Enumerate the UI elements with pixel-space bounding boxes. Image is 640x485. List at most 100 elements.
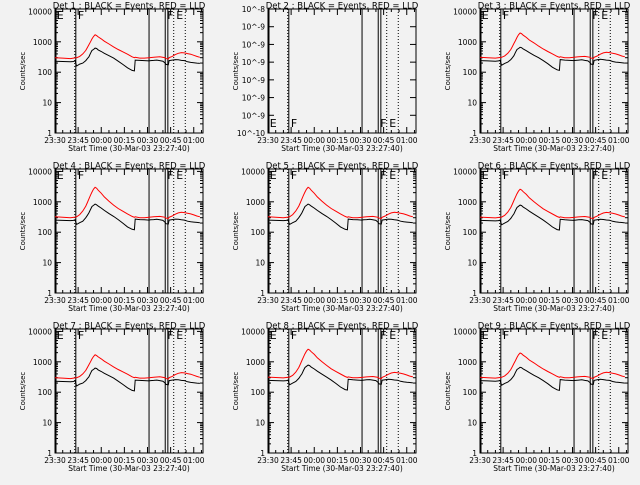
panel-title: Det 4 : BLACK = Events, RED = LLD bbox=[53, 162, 206, 172]
y-tick-label: 10 bbox=[42, 99, 52, 108]
series-line-events bbox=[54, 47, 200, 72]
x-tick-label: 23:30 bbox=[469, 456, 491, 465]
panel-title: Det 1 : BLACK = Events, RED = LLD bbox=[53, 2, 206, 12]
x-tick-label: 00:15 bbox=[327, 136, 349, 145]
y-tick-label: 10 bbox=[255, 259, 265, 268]
interval-marker: F bbox=[167, 329, 173, 342]
y-tick-label: 10^-9 bbox=[242, 58, 266, 67]
y-tick-label: 1000 bbox=[33, 198, 52, 207]
series-line-lld bbox=[479, 352, 626, 380]
y-tick-label: 10000 bbox=[453, 327, 477, 336]
interval-marker: F bbox=[291, 117, 297, 130]
x-tick-label: 00:45 bbox=[373, 136, 395, 145]
interval-marker: E bbox=[389, 169, 396, 182]
x-tick-label: 23:30 bbox=[257, 456, 279, 465]
y-axis-label: Counts/sec bbox=[232, 212, 240, 251]
series-line-lld bbox=[54, 186, 201, 220]
x-tick-label: 23:45 bbox=[492, 456, 514, 465]
panel-title: Det 9 : BLACK = Events, RED = LLD bbox=[478, 322, 631, 332]
interval-marker: E bbox=[270, 169, 277, 182]
y-tick-label: 1000 bbox=[246, 358, 265, 367]
y-tick-label: 10^-9 bbox=[242, 111, 266, 120]
y-tick-label: 10^-9 bbox=[242, 40, 266, 49]
detector-panel-1: Det 1 : BLACK = Events, RED = LLD 1 10 100 1… bbox=[19, 2, 206, 154]
y-tick-label: 1 bbox=[47, 129, 52, 138]
x-tick-label: 00:30 bbox=[562, 456, 584, 465]
x-tick-label: 23:45 bbox=[280, 296, 302, 305]
y-tick-label: 100 bbox=[463, 228, 478, 237]
x-tick-label: 23:30 bbox=[44, 296, 66, 305]
x-tick-label: 00:45 bbox=[585, 456, 607, 465]
y-tick-label: 10 bbox=[467, 259, 477, 268]
y-axis-label: Counts/sec bbox=[232, 52, 240, 91]
x-tick-label: 00:00 bbox=[303, 456, 325, 465]
series-line-events bbox=[479, 204, 625, 231]
y-tick-label: 10^-9 bbox=[242, 94, 266, 103]
interval-marker: F bbox=[503, 9, 509, 22]
y-tick-label: 1 bbox=[260, 449, 265, 458]
y-axis-label: Counts/sec bbox=[444, 52, 452, 91]
detector-panel-8: Det 8 : BLACK = Events, RED = LLD 1 10 100 1… bbox=[232, 322, 419, 474]
plot-frame bbox=[267, 168, 417, 294]
x-tick-label: 00:45 bbox=[160, 296, 182, 305]
y-tick-label: 10000 bbox=[28, 7, 52, 16]
interval-marker: F bbox=[167, 169, 173, 182]
interval-marker: E bbox=[176, 169, 183, 182]
y-axis-label: Counts/sec bbox=[19, 212, 27, 251]
panel-title: Det 3 : BLACK = Events, RED = LLD bbox=[478, 2, 631, 12]
x-tick-label: 00:30 bbox=[350, 296, 372, 305]
interval-marker: E bbox=[482, 169, 489, 182]
x-tick-label: 23:45 bbox=[280, 456, 302, 465]
y-tick-label: 100 bbox=[38, 68, 53, 77]
interval-marker: F bbox=[380, 117, 386, 130]
y-tick-label: 10000 bbox=[453, 7, 477, 16]
x-tick-label: 00:00 bbox=[303, 296, 325, 305]
x-tick-label: 00:15 bbox=[539, 136, 561, 145]
x-tick-label: 01:00 bbox=[396, 296, 418, 305]
x-tick-label: 23:45 bbox=[492, 136, 514, 145]
x-tick-label: 00:45 bbox=[585, 136, 607, 145]
x-tick-label: 00:45 bbox=[160, 456, 182, 465]
interval-marker: E bbox=[482, 9, 489, 22]
detector-panel-9: Det 9 : BLACK = Events, RED = LLD 1 10 100 1… bbox=[444, 322, 631, 474]
x-tick-label: 00:15 bbox=[114, 456, 136, 465]
interval-marker: F bbox=[592, 169, 598, 182]
x-tick-label: 00:15 bbox=[327, 296, 349, 305]
y-tick-label: 100 bbox=[251, 388, 266, 397]
y-tick-label: 10000 bbox=[241, 167, 265, 176]
x-tick-label: 00:00 bbox=[90, 296, 112, 305]
x-tick-label: 23:30 bbox=[469, 136, 491, 145]
detector-panel-4: Det 4 : BLACK = Events, RED = LLD 1 10 100 1… bbox=[19, 162, 206, 314]
y-tick-label: 10000 bbox=[28, 167, 52, 176]
series-line-lld bbox=[54, 34, 201, 60]
y-axis-label: Counts/sec bbox=[19, 372, 27, 411]
x-tick-label: 01:00 bbox=[608, 296, 630, 305]
series-line-events bbox=[54, 203, 200, 231]
x-tick-label: 00:00 bbox=[515, 136, 537, 145]
plot-frame bbox=[479, 168, 629, 294]
x-tick-label: 00:30 bbox=[562, 136, 584, 145]
x-tick-label: 01:00 bbox=[183, 296, 205, 305]
x-tick-label: 00:15 bbox=[539, 456, 561, 465]
interval-marker: E bbox=[601, 169, 608, 182]
x-tick-label: 01:00 bbox=[183, 456, 205, 465]
detector-panel-7: Det 7 : BLACK = Events, RED = LLD 1 10 100 1… bbox=[19, 322, 206, 474]
plot-frame bbox=[54, 168, 204, 294]
x-tick-label: 00:45 bbox=[585, 296, 607, 305]
plot-frame bbox=[54, 328, 204, 454]
interval-marker: F bbox=[503, 329, 509, 342]
x-tick-label: 00:45 bbox=[160, 136, 182, 145]
y-tick-label: 1 bbox=[472, 449, 477, 458]
detector-panel-5: Det 5 : BLACK = Events, RED = LLD 1 10 100 1… bbox=[232, 162, 419, 314]
y-tick-label: 10^-9 bbox=[242, 76, 266, 85]
y-axis-label: Counts/sec bbox=[444, 212, 452, 251]
x-tick-label: 00:30 bbox=[350, 136, 372, 145]
x-tick-label: 00:15 bbox=[327, 456, 349, 465]
series-line-events bbox=[479, 46, 625, 72]
interval-marker: F bbox=[592, 329, 598, 342]
interval-marker: F bbox=[380, 329, 386, 342]
x-tick-label: 23:45 bbox=[280, 136, 302, 145]
interval-marker: F bbox=[291, 329, 297, 342]
x-tick-label: 23:30 bbox=[257, 136, 279, 145]
panel-title: Det 7 : BLACK = Events, RED = LLD bbox=[53, 322, 206, 332]
